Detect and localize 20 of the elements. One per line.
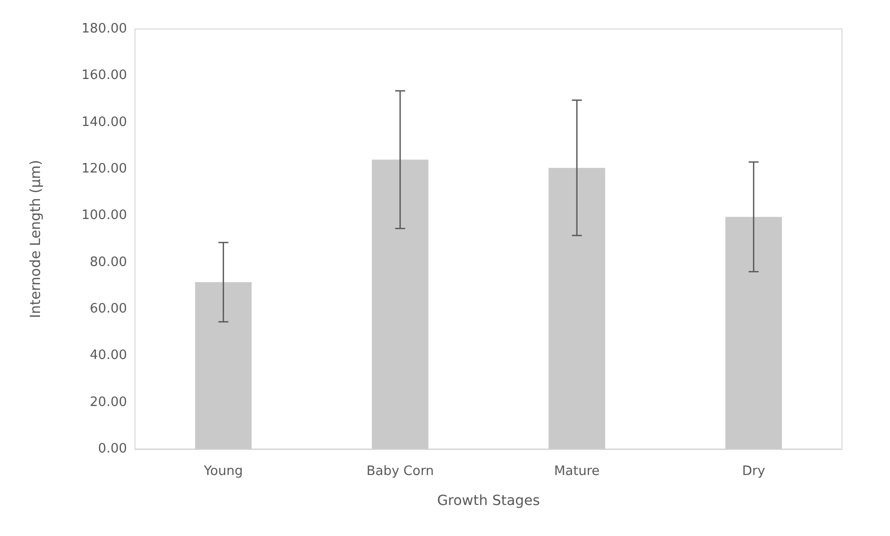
bar <box>725 216 782 449</box>
x-tick-label: Mature <box>554 464 600 479</box>
y-tick-label: 60.00 <box>90 302 127 316</box>
y-tick-label: 120.00 <box>82 162 127 176</box>
x-tick-label: Baby Corn <box>366 464 434 479</box>
x-tick-label: Young <box>202 464 243 479</box>
y-axis-title: Internode Length (µm) <box>28 160 44 318</box>
y-tick-label: 0.00 <box>98 442 127 456</box>
y-tick-label: 20.00 <box>90 394 127 410</box>
y-tick-label: 100.00 <box>82 208 127 224</box>
x-axis-title: Growth Stages <box>437 493 540 509</box>
y-tick-label: 140.00 <box>82 114 127 130</box>
bar <box>195 282 252 449</box>
bar <box>548 168 606 449</box>
y-tick-label: 40.00 <box>90 348 127 364</box>
y-tick-label: 80.00 <box>90 254 127 270</box>
y-tick-label: 180.00 <box>82 22 127 36</box>
y-tick-label: 160.00 <box>82 68 127 84</box>
x-tick-label: Dry <box>742 464 766 479</box>
bar <box>372 160 428 449</box>
